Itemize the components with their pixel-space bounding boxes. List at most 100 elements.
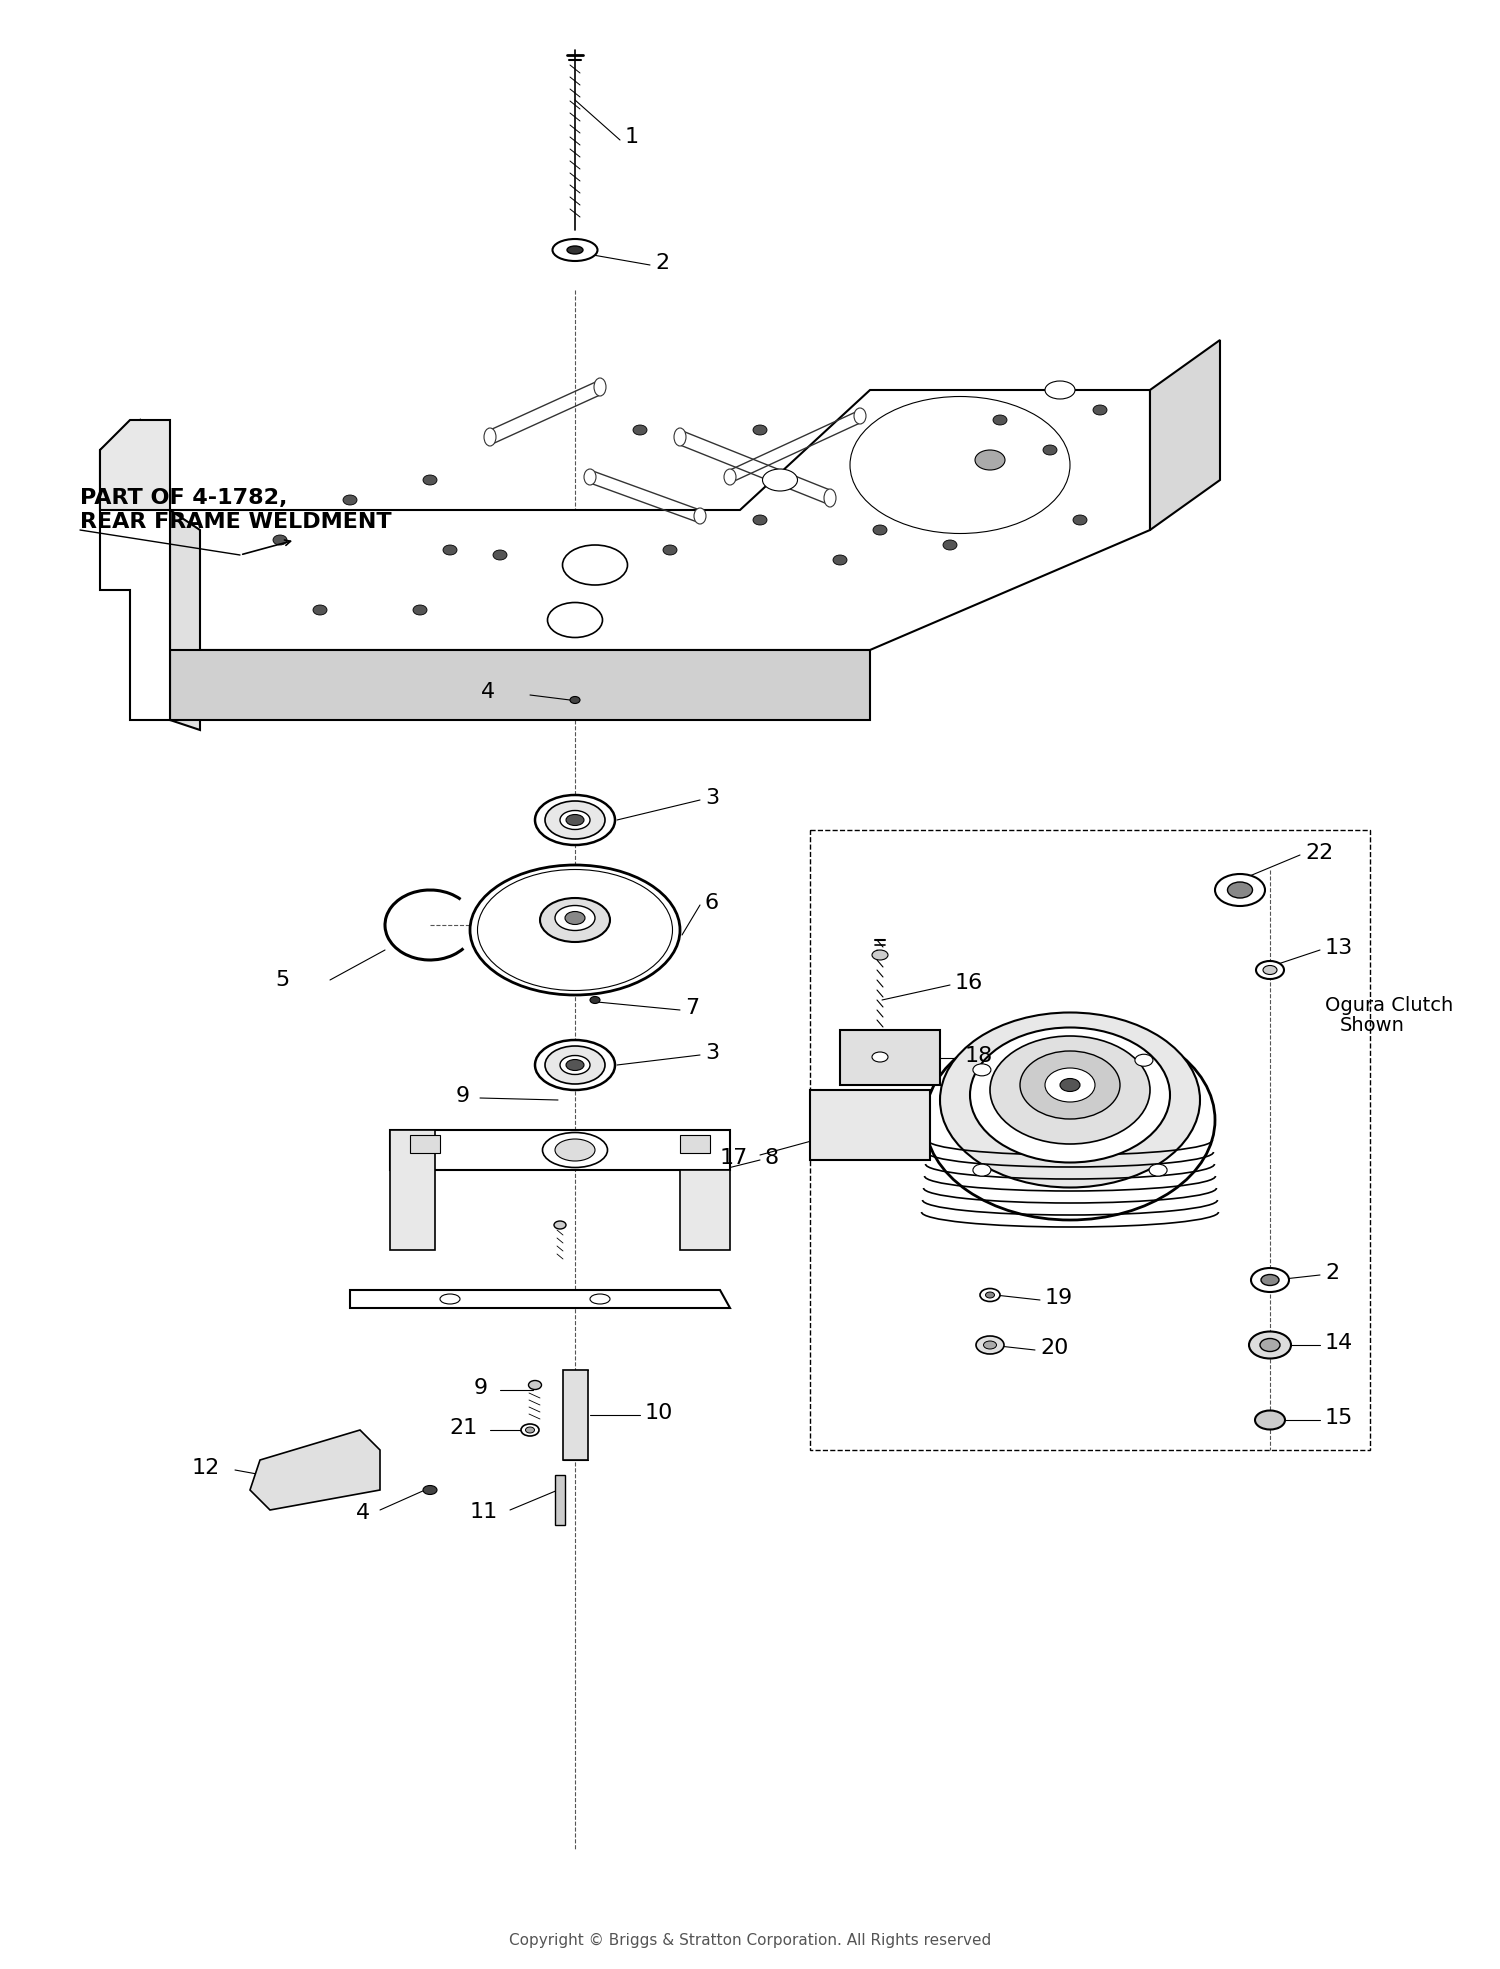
- Ellipse shape: [674, 427, 686, 447]
- Text: 18: 18: [964, 1046, 993, 1065]
- Ellipse shape: [663, 545, 676, 555]
- Text: 13: 13: [1324, 937, 1353, 959]
- Text: PART OF 4-1782,
REAR FRAME WELDMENT: PART OF 4-1782, REAR FRAME WELDMENT: [80, 488, 392, 532]
- Ellipse shape: [986, 1292, 994, 1298]
- Ellipse shape: [975, 451, 1005, 471]
- Ellipse shape: [536, 1040, 615, 1091]
- Polygon shape: [170, 650, 870, 721]
- Ellipse shape: [314, 604, 327, 614]
- Bar: [810, 831, 1370, 1449]
- Ellipse shape: [850, 396, 1070, 534]
- Ellipse shape: [1046, 1067, 1095, 1103]
- Ellipse shape: [753, 425, 766, 435]
- Ellipse shape: [1136, 1053, 1154, 1067]
- Text: 9: 9: [474, 1378, 488, 1398]
- Ellipse shape: [344, 494, 357, 504]
- Text: 21: 21: [450, 1418, 478, 1437]
- Ellipse shape: [440, 1294, 460, 1303]
- Text: 11: 11: [470, 1502, 498, 1522]
- Ellipse shape: [940, 1012, 1200, 1187]
- Polygon shape: [170, 390, 1150, 650]
- Ellipse shape: [1215, 874, 1264, 906]
- Ellipse shape: [1260, 1339, 1280, 1351]
- Ellipse shape: [590, 1294, 610, 1303]
- Polygon shape: [390, 1130, 730, 1170]
- Ellipse shape: [694, 508, 706, 524]
- Ellipse shape: [990, 1036, 1150, 1144]
- Text: 3: 3: [705, 788, 718, 807]
- Ellipse shape: [855, 400, 1065, 530]
- Ellipse shape: [552, 238, 597, 262]
- Text: 8: 8: [765, 1148, 778, 1168]
- Ellipse shape: [833, 555, 848, 565]
- Ellipse shape: [543, 1132, 608, 1168]
- Text: BRIGGS
& STRATTON: BRIGGS & STRATTON: [501, 538, 860, 642]
- Text: 2: 2: [656, 252, 669, 274]
- Polygon shape: [251, 1429, 380, 1510]
- Ellipse shape: [442, 545, 458, 555]
- Text: Copyright © Briggs & Stratton Corporation. All Rights reserved: Copyright © Briggs & Stratton Corporatio…: [509, 1932, 992, 1947]
- Text: 14: 14: [1324, 1333, 1353, 1353]
- Ellipse shape: [554, 1221, 566, 1229]
- Ellipse shape: [984, 1341, 996, 1349]
- Polygon shape: [680, 1170, 730, 1250]
- Bar: [555, 1475, 566, 1526]
- Ellipse shape: [1256, 1410, 1286, 1429]
- Ellipse shape: [520, 1424, 538, 1435]
- Polygon shape: [350, 1290, 730, 1307]
- Ellipse shape: [544, 801, 604, 839]
- Polygon shape: [100, 419, 170, 721]
- Ellipse shape: [584, 469, 596, 484]
- Ellipse shape: [944, 540, 957, 549]
- Ellipse shape: [724, 469, 736, 484]
- Ellipse shape: [970, 1028, 1170, 1162]
- Bar: [562, 1370, 588, 1459]
- Polygon shape: [390, 1130, 435, 1250]
- Ellipse shape: [273, 536, 286, 545]
- Ellipse shape: [566, 1059, 584, 1071]
- Ellipse shape: [1094, 406, 1107, 415]
- Ellipse shape: [1250, 1331, 1292, 1359]
- Polygon shape: [810, 1091, 930, 1160]
- Ellipse shape: [540, 898, 610, 941]
- Ellipse shape: [762, 469, 798, 490]
- Ellipse shape: [560, 1055, 590, 1075]
- Ellipse shape: [974, 1164, 992, 1175]
- Polygon shape: [170, 510, 200, 730]
- Text: 2: 2: [1324, 1262, 1340, 1284]
- Ellipse shape: [976, 1337, 1004, 1355]
- Ellipse shape: [567, 246, 584, 254]
- Ellipse shape: [980, 1288, 1000, 1302]
- Text: 4: 4: [482, 681, 495, 703]
- Bar: [410, 1134, 440, 1154]
- Ellipse shape: [993, 415, 1006, 425]
- Ellipse shape: [1042, 445, 1058, 455]
- Ellipse shape: [871, 949, 888, 961]
- Polygon shape: [100, 419, 170, 510]
- Ellipse shape: [484, 427, 496, 447]
- Ellipse shape: [536, 795, 615, 845]
- Ellipse shape: [590, 996, 600, 1004]
- Ellipse shape: [525, 1428, 534, 1433]
- Polygon shape: [840, 1030, 940, 1085]
- Ellipse shape: [1020, 1051, 1120, 1118]
- Text: 7: 7: [686, 998, 699, 1018]
- Text: 15: 15: [1324, 1408, 1353, 1428]
- Ellipse shape: [1263, 965, 1276, 975]
- Ellipse shape: [544, 1046, 604, 1085]
- Ellipse shape: [555, 906, 596, 931]
- Ellipse shape: [560, 811, 590, 829]
- Ellipse shape: [1227, 882, 1252, 898]
- Ellipse shape: [594, 378, 606, 396]
- Ellipse shape: [555, 1138, 596, 1162]
- Text: 3: 3: [705, 1044, 718, 1063]
- Ellipse shape: [413, 604, 428, 614]
- Ellipse shape: [423, 475, 436, 484]
- Text: 12: 12: [192, 1457, 220, 1479]
- Ellipse shape: [926, 1020, 1215, 1221]
- Text: 20: 20: [1040, 1339, 1068, 1359]
- Polygon shape: [1150, 341, 1220, 530]
- Ellipse shape: [1262, 1274, 1280, 1286]
- Ellipse shape: [633, 425, 646, 435]
- Ellipse shape: [570, 697, 580, 703]
